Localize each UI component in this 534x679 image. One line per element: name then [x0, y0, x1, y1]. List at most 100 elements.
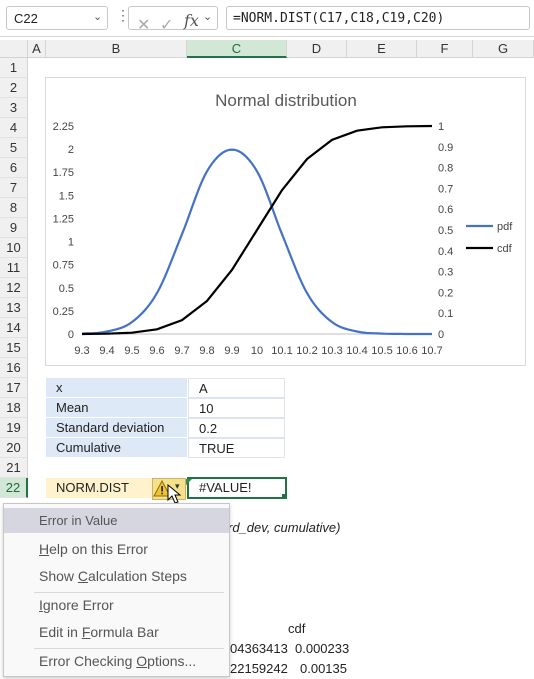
menu-item-ignore-error[interactable]: Ignore Error: [4, 593, 229, 618]
menu-accelerator: F: [81, 624, 91, 640]
menu-item-error-checking-options[interactable]: Error Checking Options...: [4, 649, 229, 674]
x-tick-label: 9.6: [149, 345, 164, 357]
row-header-13[interactable]: 13: [0, 298, 28, 318]
row-header-17[interactable]: 17: [0, 378, 28, 398]
row-header-1[interactable]: 1: [0, 58, 28, 78]
legend-label-cdf: cdf: [497, 243, 513, 255]
row-header-15[interactable]: 15: [0, 338, 28, 358]
mouse-cursor-icon: [167, 484, 182, 504]
column-header-e[interactable]: E: [347, 40, 417, 58]
y-right-tick-label: 0.2: [438, 287, 453, 299]
formula-bar: C22 ⌄ ⋮ ✕ ✓ fx ⌄ =NORM.DIST(C17,C18,C19,…: [0, 0, 534, 37]
menu-item-label: Edit in: [39, 624, 82, 640]
value-x[interactable]: A: [188, 378, 285, 398]
bottom-cell: 04363413: [230, 641, 288, 656]
series-line-cdf: [81, 124, 433, 336]
y-right-tick-label: 0.5: [438, 225, 453, 237]
row-header-7[interactable]: 7: [0, 178, 28, 198]
menu-item-label: Error Checking: [39, 653, 137, 669]
y-left-tick-label: 2: [68, 144, 74, 156]
row-header-6[interactable]: 6: [0, 158, 28, 178]
row-header-22[interactable]: 22: [0, 478, 28, 498]
bottom-header-cdf: cdf: [288, 621, 306, 636]
y-right-tick-label: 0.6: [438, 204, 453, 216]
column-header-a[interactable]: A: [28, 40, 46, 58]
cancel-x-icon[interactable]: ✕: [137, 17, 151, 34]
x-tick-label: 10: [251, 345, 263, 357]
y-right-tick-label: 1: [438, 121, 444, 133]
x-tick-label: 10.3: [321, 345, 342, 357]
select-all-corner[interactable]: [0, 40, 28, 58]
result-cell[interactable]: #VALUE!: [187, 477, 287, 499]
row-header-10[interactable]: 10: [0, 238, 28, 258]
row-header-2[interactable]: 2: [0, 78, 28, 98]
function-label: NORM.DIST: [46, 478, 187, 498]
formula-actions: ✕ ✓ fx ⌄: [128, 6, 218, 34]
column-header-b[interactable]: B: [46, 40, 187, 58]
more-options-icon[interactable]: ⋮: [116, 7, 130, 23]
chevron-down-icon[interactable]: ⌄: [93, 11, 103, 23]
row-header-21[interactable]: 21: [0, 458, 28, 478]
x-tick-label: 9.4: [99, 345, 114, 357]
legend-label-pdf: pdf: [497, 221, 513, 233]
warning-icon: [153, 479, 171, 497]
y-left-tick-label: 0: [68, 329, 74, 341]
menu-item-label: Show: [39, 568, 78, 584]
menu-accelerator: H: [39, 541, 50, 557]
error-indicator-triangle: [186, 479, 192, 485]
menu-item-label: ormula Bar: [90, 624, 159, 640]
bottom-cell: 0.00135: [300, 661, 347, 676]
fx-icon[interactable]: fx: [184, 11, 199, 30]
chart[interactable]: Normal distribution 9.3 9.4 9.5 9.6 9.7 9.8 9.…: [45, 77, 526, 366]
x-tick-label: 10.7: [421, 345, 442, 357]
y-right-tick-label: 0.9: [438, 142, 453, 154]
row-header-14[interactable]: 14: [0, 318, 28, 338]
x-tick-label: 9.7: [174, 345, 189, 357]
menu-item-label: elp on this Error: [49, 541, 148, 557]
menu-separator: [34, 592, 224, 593]
x-tick-label: 9.8: [199, 345, 214, 357]
x-tick-label: 10.1: [271, 345, 292, 357]
y-left-tick-label: 0.25: [53, 306, 74, 318]
row-header-20[interactable]: 20: [0, 438, 28, 458]
column-header-d[interactable]: D: [287, 40, 347, 58]
x-tick-label: 9.3: [74, 345, 89, 357]
x-tick-label: 10.2: [296, 345, 317, 357]
formula-input[interactable]: =NORM.DIST(C17,C18,C19,C20): [226, 6, 530, 30]
name-box[interactable]: C22 ⌄: [6, 6, 108, 30]
menu-item-help-on-error[interactable]: Help on this Error: [4, 537, 229, 562]
x-tick-label: 10.4: [346, 345, 367, 357]
menu-item-error-in-value: Error in Value: [4, 508, 229, 533]
column-header-g[interactable]: G: [473, 40, 534, 58]
check-icon[interactable]: ✓: [160, 17, 174, 34]
menu-item-label: alculation Steps: [88, 568, 187, 584]
value-mean[interactable]: 10: [188, 398, 285, 418]
menu-item-label: Error in Value: [39, 513, 118, 528]
column-header-f[interactable]: F: [417, 40, 473, 58]
x-tick-label: 10.5: [371, 345, 392, 357]
row-header-3[interactable]: 3: [0, 98, 28, 118]
row-header-5[interactable]: 5: [0, 138, 28, 158]
column-header-c[interactable]: C: [187, 40, 287, 58]
y-left-tick-label: 1: [68, 237, 74, 249]
fill-handle[interactable]: [282, 494, 287, 499]
row-header-4[interactable]: 4: [0, 118, 28, 138]
row-header-9[interactable]: 9: [0, 218, 28, 238]
syntax-fragment: rd_dev, cumulative): [228, 520, 341, 535]
chevron-down-icon[interactable]: ⌄: [203, 11, 213, 23]
row-header-16[interactable]: 16: [0, 358, 28, 378]
row-header-18[interactable]: 18: [0, 398, 28, 418]
menu-item-edit-in-formula-bar[interactable]: Edit in Formula Bar: [4, 620, 229, 645]
row-header-12[interactable]: 12: [0, 278, 28, 298]
bottom-cell: 22159242: [230, 661, 288, 676]
x-tick-label: 9.5: [124, 345, 139, 357]
menu-accelerator: C: [77, 568, 89, 584]
row-header-19[interactable]: 19: [0, 418, 28, 438]
row-header-8[interactable]: 8: [0, 198, 28, 218]
menu-accelerator: O: [136, 653, 148, 669]
value-cumulative[interactable]: TRUE: [188, 438, 285, 458]
y-left-tick-label: 0.5: [59, 283, 74, 295]
value-standard-deviation[interactable]: 0.2: [188, 418, 285, 438]
row-header-11[interactable]: 11: [0, 258, 28, 278]
menu-item-show-calculation-steps[interactable]: Show Calculation Steps: [4, 564, 229, 589]
